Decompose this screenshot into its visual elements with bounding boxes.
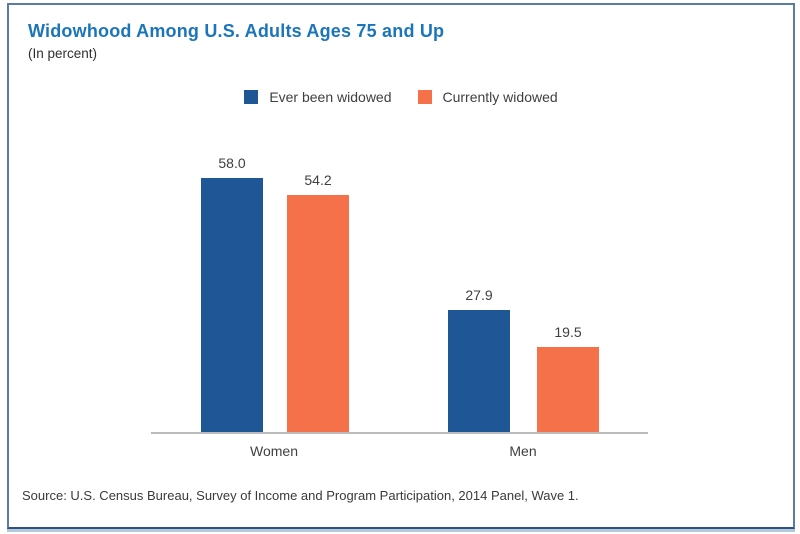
legend-swatch-orange-icon xyxy=(417,90,432,104)
legend-item-currently-widowed: Currently widowed xyxy=(417,89,558,105)
bar-group-women-ever-widowed: 58.0 xyxy=(201,155,263,432)
x-axis-line xyxy=(151,432,648,434)
legend-label-currently-widowed: Currently widowed xyxy=(442,89,558,105)
legend: Ever been widowed Currently widowed xyxy=(9,89,793,105)
bar-men-currently-widowed xyxy=(537,347,599,432)
legend-label-ever-been-widowed: Ever been widowed xyxy=(269,89,392,105)
chart-panel: Widowhood Among U.S. Adults Ages 75 and … xyxy=(7,3,795,529)
source-note: Source: U.S. Census Bureau, Survey of In… xyxy=(22,488,579,503)
bar-men-ever-widowed xyxy=(448,310,510,432)
bar-women-currently-widowed xyxy=(287,195,349,432)
plot-area: 58.0 54.2 27.9 19.5 Women Men xyxy=(151,140,648,459)
bar-women-ever-widowed xyxy=(201,178,263,432)
legend-item-ever-been-widowed: Ever been widowed xyxy=(244,89,392,105)
bar-group-women-currently-widowed: 54.2 xyxy=(287,172,349,432)
bar-value-label: 58.0 xyxy=(218,155,246,171)
bar-group-men-currently-widowed: 19.5 xyxy=(537,324,599,432)
chart-title: Widowhood Among U.S. Adults Ages 75 and … xyxy=(28,21,445,41)
category-label-men: Men xyxy=(509,443,537,459)
chart-subtitle: (In percent) xyxy=(28,46,98,61)
bar-group-men-ever-widowed: 27.9 xyxy=(448,287,510,432)
bar-value-label: 19.5 xyxy=(554,324,582,340)
category-label-women: Women xyxy=(250,443,298,459)
bar-value-label: 54.2 xyxy=(304,172,332,188)
bar-value-label: 27.9 xyxy=(465,287,493,303)
legend-swatch-blue-icon xyxy=(244,90,259,104)
